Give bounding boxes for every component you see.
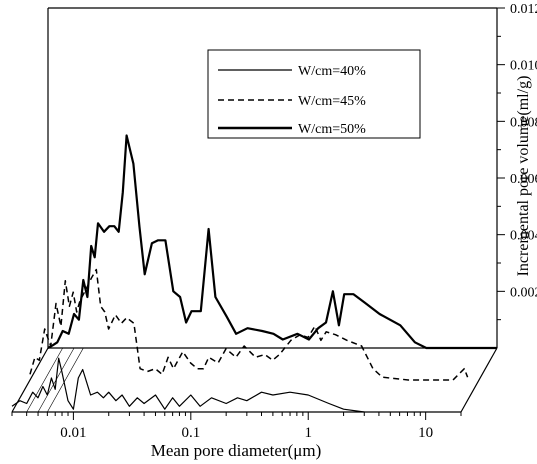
series-layer xyxy=(11,134,497,413)
y-tick-label: 0.002 xyxy=(510,285,537,300)
y-axis-ticks: 0.002 0.004 0.006 0.008 0.010 0.012 xyxy=(497,2,537,321)
legend: W/cm=40% W/cm=45% W/cm=50% xyxy=(207,49,421,139)
x-tick-label: 1 xyxy=(304,425,312,441)
y-axis-label: Incremental pore volume(ml/g) xyxy=(515,76,532,277)
x-tick-label: 0.1 xyxy=(181,425,200,441)
floor-depth-line xyxy=(47,347,84,413)
x-tick-label: 10 xyxy=(418,425,433,441)
y-tick-label: 0.012 xyxy=(510,2,537,17)
x-tick-label: 0.01 xyxy=(60,425,86,441)
legend-box xyxy=(207,49,421,139)
series-line-0 xyxy=(11,357,365,413)
y-tick-label: 0.006 xyxy=(510,172,537,187)
legend-label-w40: W/cm=40% xyxy=(298,64,366,79)
legend-label-w50: W/cm=50% xyxy=(298,122,366,137)
legend-label-w45: W/cm=45% xyxy=(298,94,366,109)
y-tick-label: 0.008 xyxy=(510,115,537,130)
floor-depth-line xyxy=(26,347,63,413)
floor-right-edge xyxy=(460,347,498,413)
x-axis-label: Mean pore diameter(μm) xyxy=(151,441,322,460)
y-tick-label: 0.010 xyxy=(510,59,537,74)
series-line-1 xyxy=(29,268,469,381)
y-tick-label: 0.004 xyxy=(510,229,537,244)
x-axis-ticks: 0.01 0.1 1 10 xyxy=(11,412,462,441)
series-line-2 xyxy=(47,134,497,350)
